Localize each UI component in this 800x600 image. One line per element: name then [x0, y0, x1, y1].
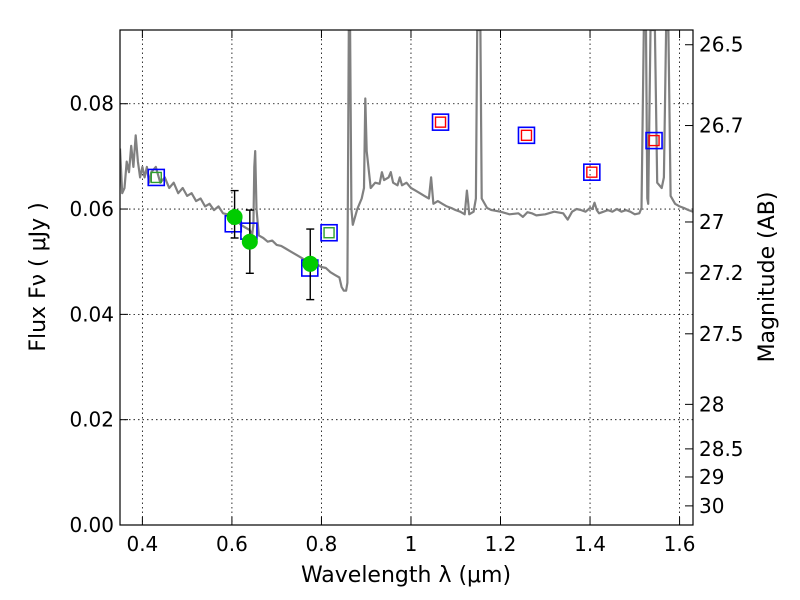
model-box-inner: [323, 227, 335, 239]
spectrum-line: [120, 30, 693, 292]
model-box-inner: [648, 134, 660, 147]
x-axis-label: Wavelength λ (μm): [301, 563, 511, 588]
right-tick-label: 27: [699, 210, 724, 234]
measured-photometry: [226, 189, 319, 301]
model-box: [583, 163, 601, 181]
right-tick-label: 28: [699, 392, 724, 416]
measurement-point: [241, 233, 258, 250]
x-tick-label: 0.4: [126, 532, 158, 556]
grid: [120, 30, 693, 526]
model-box-inner: [586, 166, 598, 178]
y-tick-label: 0.06: [69, 197, 114, 221]
x-tick-label: 1: [405, 532, 418, 556]
y-axis-label: Flux Fν ( μJy ): [26, 202, 51, 351]
right-axis-label: Magnitude (AB): [755, 192, 780, 363]
right-axis-ticks: 26.5 26.7 27 27.2 27.5 28 28.5 29 30: [685, 33, 744, 518]
model-box-inner: [434, 116, 447, 128]
right-tick-label: 26.5: [699, 33, 744, 57]
measurement-point: [302, 255, 319, 272]
measurement-point: [226, 208, 243, 225]
x-tick-label: 1.6: [664, 532, 696, 556]
right-tick-label: 29: [699, 465, 724, 489]
right-tick-label: 27.5: [699, 322, 744, 346]
model-box-inner: [520, 129, 533, 142]
model-box: [431, 113, 450, 131]
y-tick-label: 0.02: [69, 408, 114, 432]
model-box: [645, 131, 663, 150]
model-box: [147, 168, 166, 187]
x-axis-ticks: 0.4 0.6 0.8 1 1.2 1.4 1.6: [126, 30, 695, 556]
right-tick-label: 28.5: [699, 437, 744, 461]
right-tick-label: 27.2: [699, 261, 744, 285]
model-box: [517, 126, 536, 145]
x-tick-label: 0.8: [306, 532, 338, 556]
model-box-inner: [150, 171, 162, 184]
x-tick-label: 0.6: [216, 532, 248, 556]
y-tick-label: 0.04: [69, 302, 114, 326]
y-tick-label: 0.00: [69, 513, 114, 537]
right-tick-label: 26.7: [699, 114, 744, 138]
model-photometry: [147, 113, 663, 277]
x-tick-label: 1.4: [574, 532, 606, 556]
model-box: [320, 223, 338, 242]
model-spectrum: [120, 30, 693, 292]
x-tick-label: 1.2: [485, 532, 517, 556]
y-tick-label: 0.08: [69, 92, 114, 116]
right-tick-label: 30: [699, 494, 724, 518]
y-axis-ticks: 0.00 0.02 0.04 0.06 0.08: [69, 92, 128, 537]
plot-frame: [119, 29, 694, 526]
